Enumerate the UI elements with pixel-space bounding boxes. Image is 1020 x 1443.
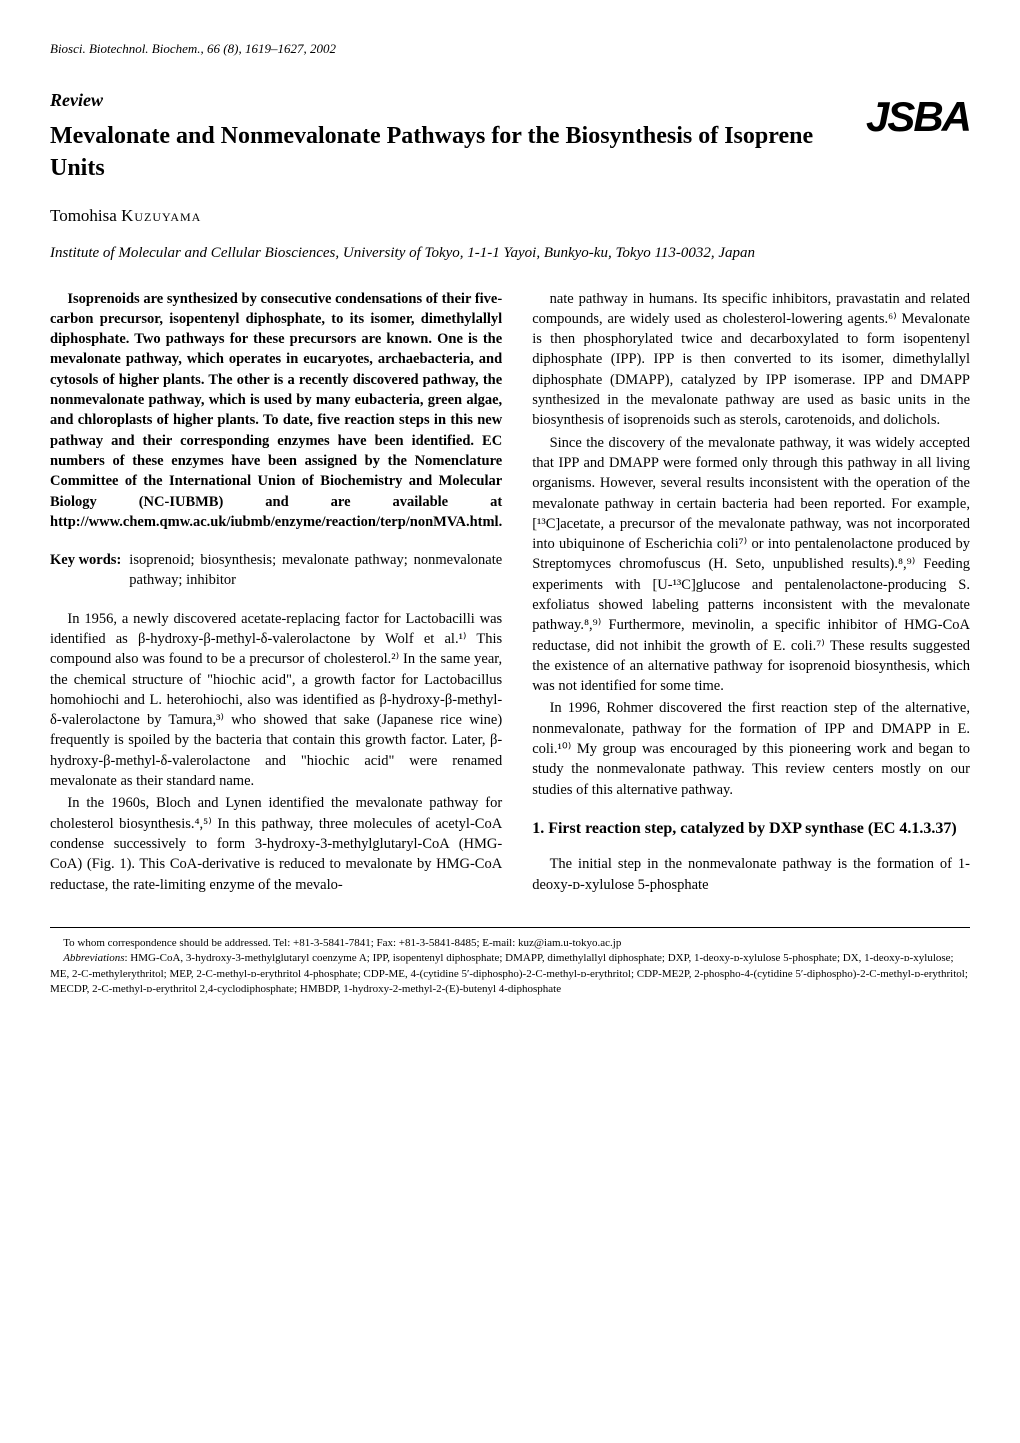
left-column: Isoprenoids are synthesized by consecuti…: [50, 289, 502, 897]
section-1-heading: 1. First reaction step, catalyzed by DXP…: [532, 818, 970, 840]
article-title: Mevalonate and Nonmevalonate Pathways fo…: [50, 121, 866, 183]
journal-reference: Biosci. Biotechnol. Biochem., 66 (8), 16…: [50, 40, 970, 58]
right-column: nate pathway in humans. Its specific inh…: [532, 289, 970, 897]
two-column-layout: Isoprenoids are synthesized by consecuti…: [50, 289, 970, 897]
author-first-name: Tomohisa: [50, 206, 121, 225]
author-name: Tomohisa Kuzuyama: [50, 204, 970, 228]
footer-correspondence: To whom correspondence should be address…: [50, 936, 970, 951]
keywords-label: Key words:: [50, 550, 121, 591]
author-last-name: Kuzuyama: [121, 206, 201, 225]
footer-abbreviations: Abbreviations: HMG-CoA, 3-hydroxy-3-meth…: [50, 951, 970, 997]
author-affiliation: Institute of Molecular and Cellular Bios…: [50, 243, 970, 264]
review-label: Review: [50, 88, 866, 113]
body-paragraph: In the 1960s, Bloch and Lynen identified…: [50, 793, 502, 894]
review-title-block: Review Mevalonate and Nonmevalonate Path…: [50, 88, 866, 204]
keywords-block: Key words: isoprenoid; biosynthesis; mev…: [50, 550, 502, 591]
abbreviations-label: Abbreviations: [63, 952, 124, 964]
keywords-text: isoprenoid; biosynthesis; mevalonate pat…: [129, 550, 502, 591]
jsba-logo: JSBA: [866, 88, 970, 147]
header-row: Review Mevalonate and Nonmevalonate Path…: [50, 88, 970, 204]
body-paragraph: Since the discovery of the mevalonate pa…: [532, 433, 970, 697]
body-paragraph: nate pathway in humans. Its specific inh…: [532, 289, 970, 431]
abbreviations-text: : HMG-CoA, 3-hydroxy-3-methylglutaryl co…: [50, 952, 968, 995]
body-paragraph: In 1996, Rohmer discovered the first rea…: [532, 698, 970, 799]
abstract-text: Isoprenoids are synthesized by consecuti…: [50, 289, 502, 533]
body-paragraph: In 1956, a newly discovered acetate-repl…: [50, 609, 502, 792]
footer-divider: [50, 927, 970, 928]
body-paragraph: The initial step in the nonmevalonate pa…: [532, 854, 970, 895]
